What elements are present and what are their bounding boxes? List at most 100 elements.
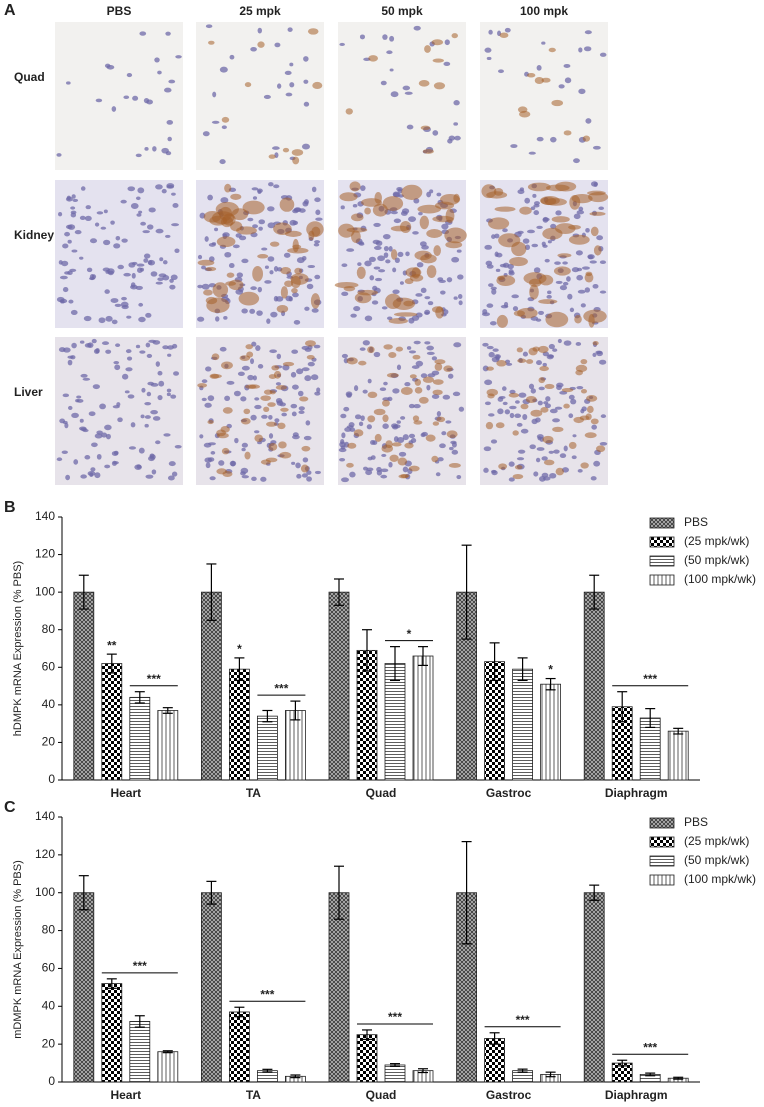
panel-label: C: [4, 799, 16, 816]
y-tick-label: 100: [35, 885, 55, 899]
legend-swatch: [649, 874, 675, 886]
x-tick-label: Heart: [110, 1088, 141, 1102]
bar: [328, 892, 350, 1083]
significance-label: ***: [147, 672, 161, 686]
y-axis-label: hDMPK mRNA Expression (% PBS): [12, 561, 24, 736]
panel-label: B: [4, 499, 16, 516]
y-tick-label: 0: [48, 1074, 55, 1088]
bar: [583, 591, 605, 781]
micrograph: [55, 337, 183, 485]
significance-label: ***: [516, 1013, 530, 1027]
panel-label: A: [4, 2, 16, 19]
legend-swatch: [649, 817, 675, 829]
x-tick-label: TA: [246, 786, 261, 800]
micrograph: [480, 22, 608, 170]
bar: [129, 1021, 151, 1083]
legend-swatch: [649, 855, 675, 867]
row-label: Quad: [14, 70, 45, 84]
x-tick-label: TA: [246, 1088, 261, 1102]
bar: [384, 1064, 406, 1083]
column-label: 25 mpk: [239, 4, 281, 18]
micrograph: [196, 22, 324, 170]
significance-label: **: [107, 638, 117, 652]
significance-label: ***: [643, 672, 657, 686]
legend-label: (100 mpk/wk): [684, 572, 756, 586]
bar: [412, 655, 434, 781]
legend-swatch: [649, 555, 675, 567]
bar: [129, 696, 151, 781]
micrograph: [338, 22, 466, 170]
significance-label: *: [548, 663, 553, 677]
x-tick-label: Gastroc: [486, 1088, 532, 1102]
bar: [73, 892, 95, 1083]
bar: [200, 892, 222, 1083]
bar: [101, 983, 123, 1083]
y-tick-label: 40: [42, 998, 56, 1012]
y-tick-label: 140: [35, 809, 55, 823]
y-tick-label: 20: [42, 1036, 56, 1050]
y-tick-label: 100: [35, 584, 55, 598]
bar: [284, 710, 306, 781]
bar: [540, 683, 561, 781]
bar: [256, 715, 278, 781]
significance-label: *: [407, 627, 412, 641]
y-tick-label: 40: [42, 697, 56, 711]
row-label: Kidney: [14, 228, 54, 242]
significance-label: *: [237, 642, 242, 656]
significance-label: ***: [274, 681, 288, 695]
y-tick-label: 60: [42, 659, 56, 673]
x-tick-label: Quad: [366, 1088, 397, 1102]
significance-label: ***: [643, 1040, 657, 1054]
y-axis-label: mDMPK mRNA Expression (% PBS): [12, 860, 24, 1038]
micrograph: [196, 180, 324, 328]
bar: [157, 1051, 179, 1083]
bar: [484, 1038, 506, 1083]
significance-label: ***: [260, 987, 274, 1001]
bar: [356, 1034, 378, 1083]
legend-label: PBS: [684, 815, 708, 829]
y-tick-label: 60: [42, 961, 56, 975]
micrograph: [480, 337, 608, 485]
micrograph: [338, 337, 466, 485]
x-tick-label: Quad: [366, 786, 397, 800]
y-tick-label: 20: [42, 735, 56, 749]
bar: [583, 892, 605, 1083]
x-tick-label: Gastroc: [486, 786, 532, 800]
legend-swatch: [649, 574, 675, 586]
bar: [667, 730, 689, 781]
micrograph: [480, 180, 609, 328]
micrograph: [334, 180, 467, 328]
legend-label: (100 mpk/wk): [684, 872, 756, 886]
legend-label: (50 mpk/wk): [684, 553, 749, 567]
row-label: Liver: [14, 385, 43, 399]
significance-label: ***: [133, 959, 147, 973]
legend-label: (25 mpk/wk): [684, 834, 749, 848]
micrograph: [196, 337, 324, 485]
y-tick-label: 80: [42, 923, 56, 937]
micrograph: [55, 180, 183, 328]
y-tick-label: 140: [35, 509, 55, 523]
bar: [328, 591, 350, 781]
legend-swatch: [649, 836, 675, 848]
legend-swatch: [649, 536, 675, 548]
x-tick-label: Heart: [110, 786, 141, 800]
y-tick-label: 120: [35, 847, 55, 861]
bar: [101, 663, 123, 781]
bar: [512, 668, 533, 781]
column-label: 100 mpk: [520, 4, 568, 18]
x-tick-label: Diaphragm: [605, 786, 668, 800]
y-tick-label: 0: [48, 772, 55, 786]
bar: [228, 1011, 250, 1083]
bar: [73, 591, 95, 781]
x-tick-label: Diaphragm: [605, 1088, 668, 1102]
legend-label: PBS: [684, 515, 708, 529]
legend-swatch: [649, 517, 675, 529]
significance-label: ***: [388, 1010, 402, 1024]
legend-label: (50 mpk/wk): [684, 853, 749, 867]
legend-label: (25 mpk/wk): [684, 534, 749, 548]
bar: [228, 668, 250, 781]
bar: [157, 710, 179, 781]
y-tick-label: 80: [42, 622, 56, 636]
column-label: PBS: [107, 4, 132, 18]
